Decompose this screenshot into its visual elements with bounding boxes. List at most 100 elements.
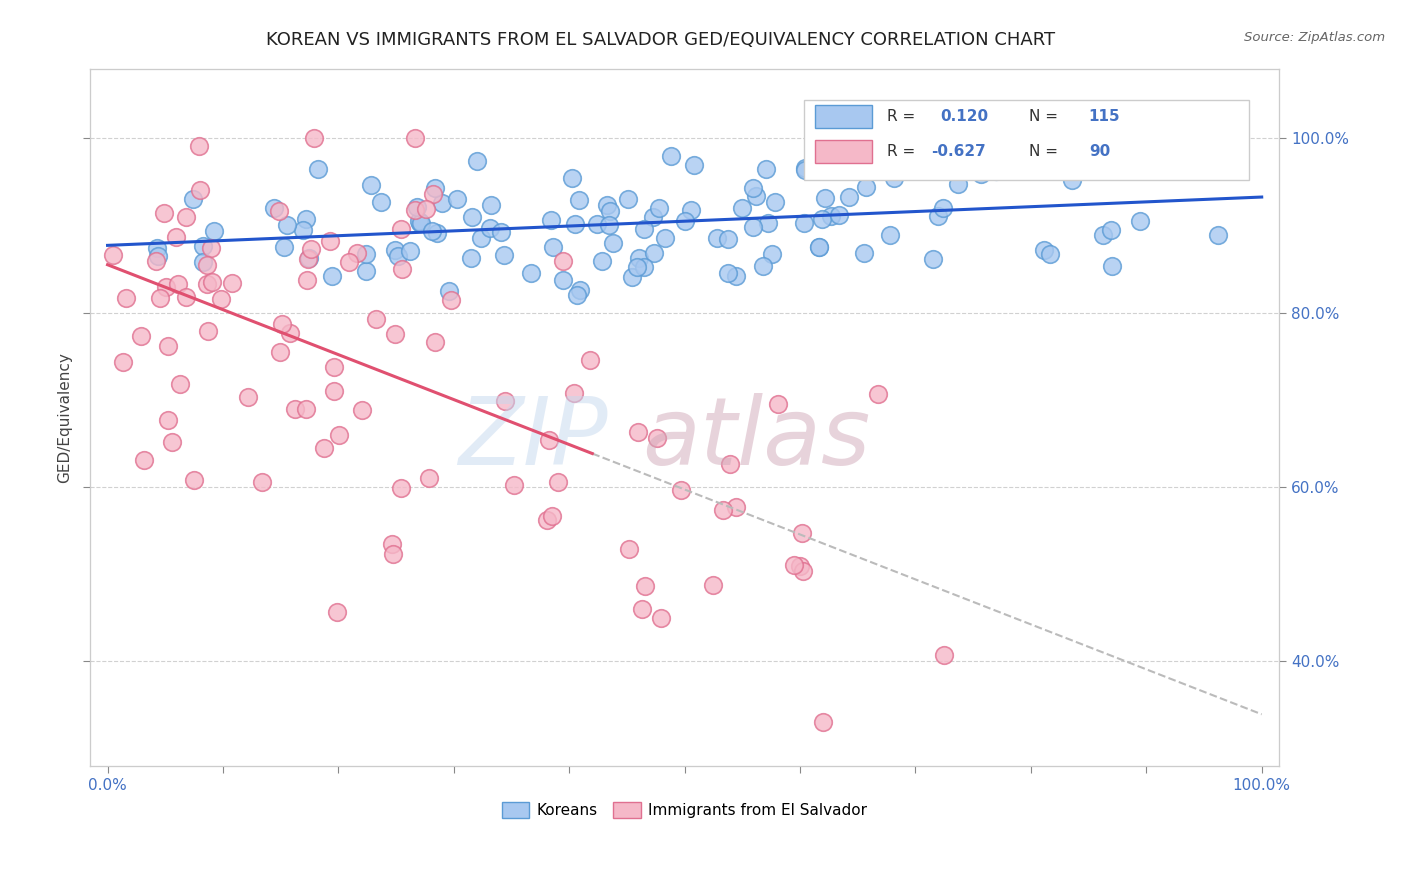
Point: [596, 198, 619, 212]
Point: [641, 210, 664, 224]
Point: [673, 213, 696, 227]
Point: [669, 483, 692, 497]
Point: [328, 428, 350, 442]
Point: [422, 187, 444, 202]
Point: [1032, 243, 1054, 257]
Point: [591, 254, 613, 268]
Point: [387, 249, 409, 263]
Point: [470, 231, 492, 245]
Point: [838, 190, 860, 204]
Point: [382, 547, 405, 561]
Point: [650, 610, 672, 624]
Point: [360, 178, 382, 192]
Point: [794, 161, 817, 175]
Point: [146, 249, 169, 263]
Point: [160, 434, 183, 449]
Point: [564, 217, 586, 231]
Point: [399, 244, 422, 258]
Point: [645, 431, 668, 445]
Point: [793, 216, 815, 230]
Point: [986, 163, 1008, 178]
Point: [1099, 223, 1122, 237]
Point: [946, 178, 969, 192]
Point: [702, 578, 724, 592]
Text: Source: ZipAtlas.com: Source: ZipAtlas.com: [1244, 31, 1385, 45]
Point: [425, 334, 447, 349]
Point: [269, 203, 291, 218]
Point: [411, 217, 433, 231]
Point: [323, 360, 346, 375]
Point: [725, 500, 748, 514]
Point: [502, 477, 524, 491]
Point: [426, 227, 449, 241]
Point: [174, 210, 197, 224]
Text: 115: 115: [1088, 109, 1121, 124]
Point: [111, 354, 134, 368]
Point: [820, 209, 842, 223]
Point: [1039, 246, 1062, 260]
Point: [156, 413, 179, 427]
Point: [284, 402, 307, 417]
Text: R =: R =: [887, 109, 915, 124]
Point: [356, 247, 378, 261]
FancyBboxPatch shape: [803, 100, 1250, 180]
Point: [634, 579, 657, 593]
Text: 90: 90: [1088, 144, 1111, 159]
Point: [927, 209, 949, 223]
Point: [756, 216, 779, 230]
Point: [807, 240, 830, 254]
Point: [193, 255, 215, 269]
Point: [742, 219, 765, 234]
Point: [460, 251, 482, 265]
Text: -0.627: -0.627: [931, 144, 986, 159]
Point: [404, 131, 426, 145]
Point: [852, 246, 875, 260]
Point: [679, 203, 702, 218]
Text: N =: N =: [1029, 109, 1059, 124]
Point: [430, 196, 453, 211]
Point: [536, 513, 558, 527]
Point: [156, 339, 179, 353]
Point: [169, 377, 191, 392]
Point: [761, 247, 783, 261]
Point: [188, 183, 211, 197]
Point: [551, 273, 574, 287]
Point: [932, 648, 955, 663]
Point: [1039, 154, 1062, 169]
Point: [314, 441, 336, 455]
Point: [389, 482, 412, 496]
Point: [598, 218, 620, 232]
Point: [366, 312, 388, 326]
Point: [132, 453, 155, 467]
Point: [145, 254, 167, 268]
Point: [858, 143, 880, 157]
Point: [191, 238, 214, 252]
Point: [183, 474, 205, 488]
Point: [540, 213, 562, 227]
Point: [446, 192, 468, 206]
Point: [195, 258, 218, 272]
Point: [792, 565, 814, 579]
Point: [599, 203, 621, 218]
Point: [745, 189, 768, 203]
Point: [384, 326, 406, 341]
Point: [155, 280, 177, 294]
Point: [627, 425, 650, 440]
Point: [763, 195, 786, 210]
Point: [706, 231, 728, 245]
Point: [408, 214, 430, 228]
Point: [725, 268, 748, 283]
Point: [221, 276, 243, 290]
Point: [813, 715, 835, 730]
Point: [617, 192, 640, 206]
Point: [1140, 152, 1163, 166]
Point: [278, 326, 301, 341]
Point: [682, 158, 704, 172]
Point: [295, 402, 318, 417]
Point: [751, 259, 773, 273]
Point: [1060, 172, 1083, 186]
Point: [167, 277, 190, 292]
Point: [567, 288, 589, 302]
Point: [842, 161, 865, 176]
Point: [491, 225, 513, 239]
